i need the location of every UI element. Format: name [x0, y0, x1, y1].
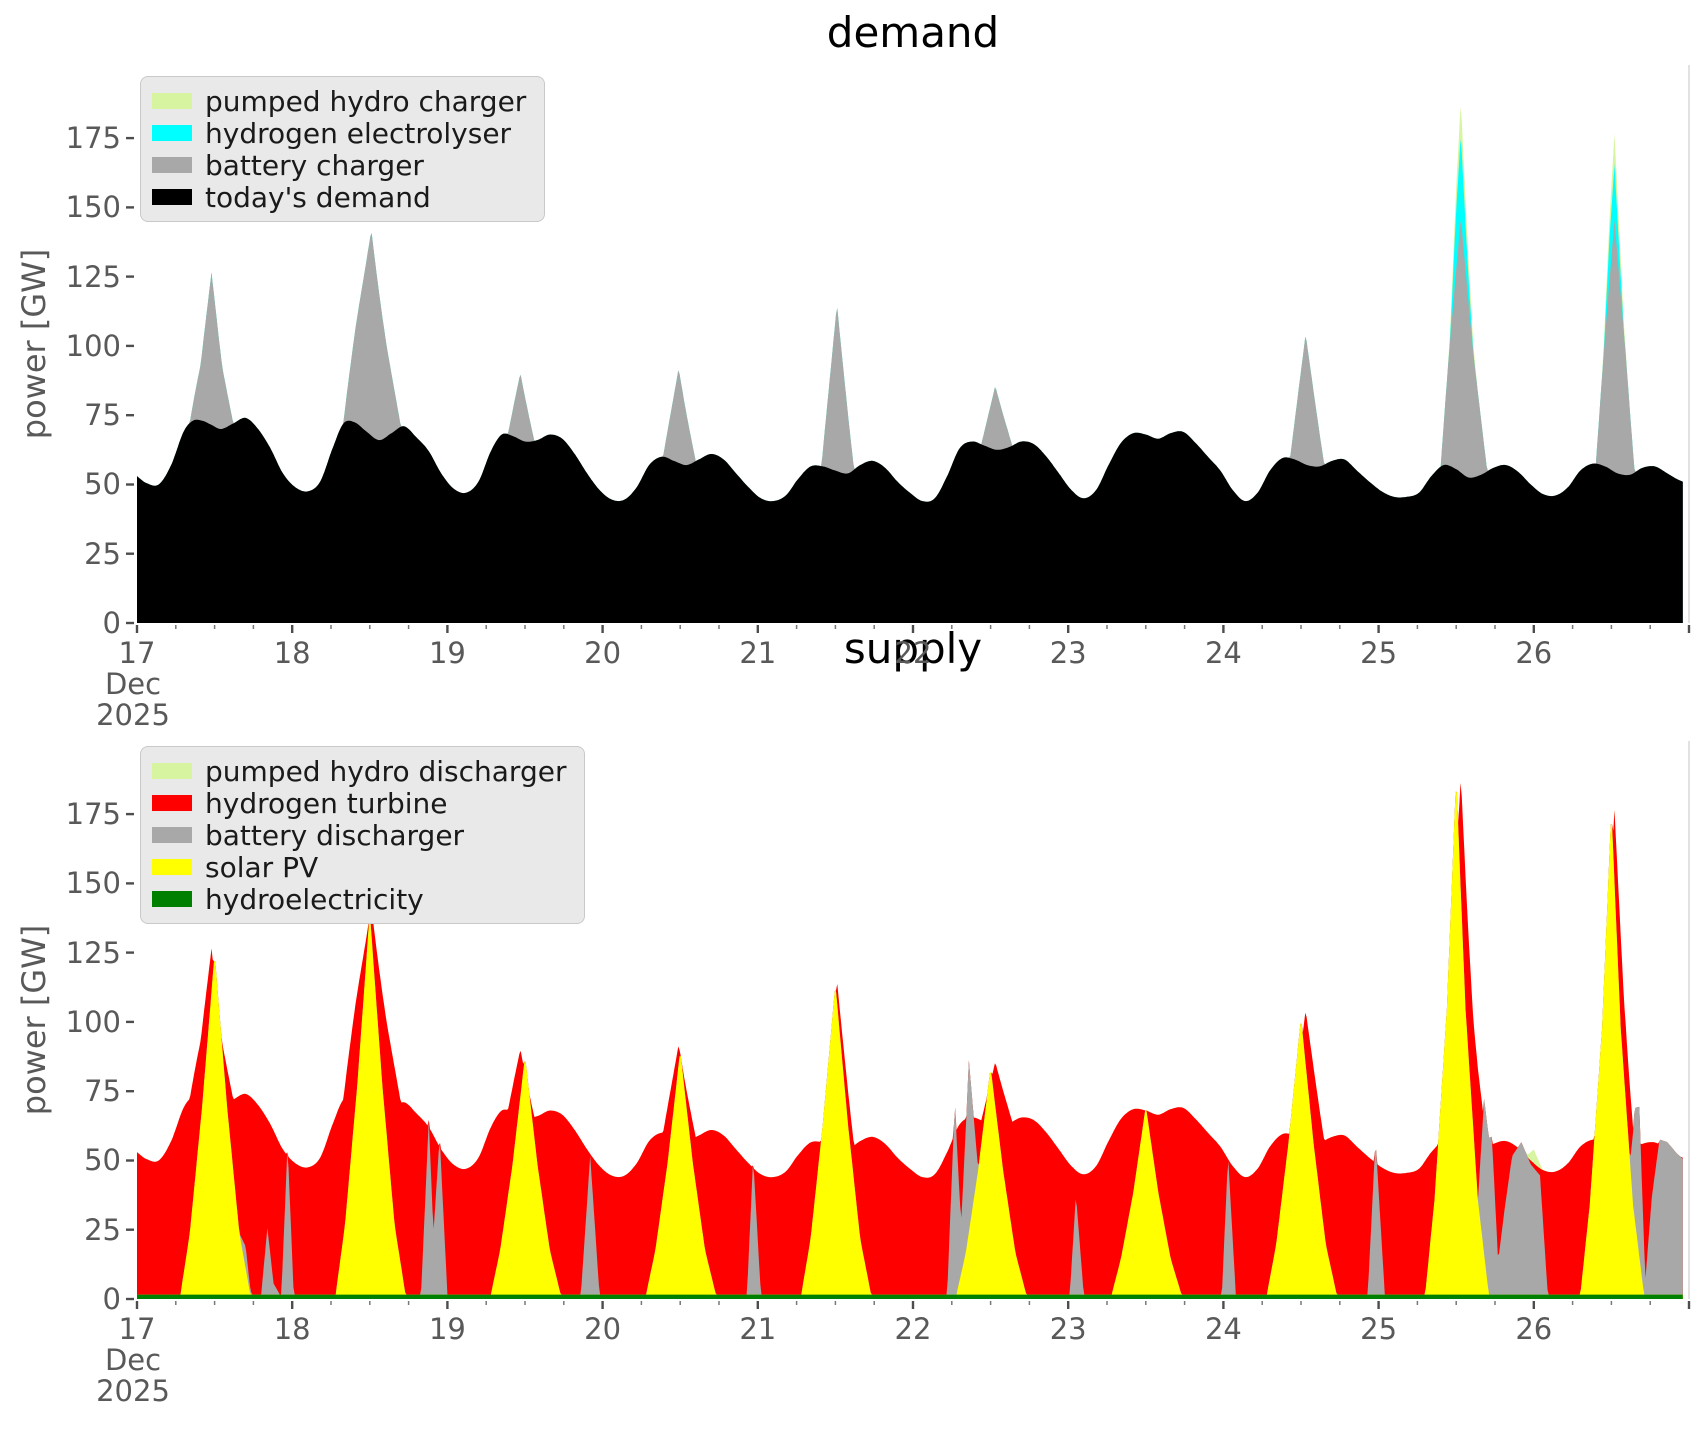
- demand-x-tick-label-25: 25: [1360, 636, 1398, 670]
- demand-legend: pumped hydro charger hydrogen electrolys…: [140, 76, 546, 222]
- supply-x-tick-label-20: 20: [584, 1312, 622, 1346]
- hydroelectricity-swatch-icon: [152, 891, 192, 907]
- demand-x-tick-label-18: 18: [273, 636, 311, 670]
- supply-x-tick-label-24: 24: [1204, 1312, 1242, 1346]
- legend-item-todays-demand: today's demand: [152, 180, 526, 214]
- legend-label: hydroelectricity: [205, 882, 424, 916]
- supply-series-hydroelectricity-area: [137, 1294, 1683, 1299]
- supply-y-tick-label-150: 150: [65, 866, 121, 901]
- demand-y-tick-label-75: 75: [84, 398, 121, 433]
- demand-y-tick-label-175: 175: [65, 121, 121, 156]
- demand-x-axis-year: 2025: [96, 698, 170, 732]
- supply-x-tick-label-19: 19: [428, 1312, 466, 1346]
- demand-x-tick-label-19: 19: [428, 636, 466, 670]
- legend-label: pumped hydro discharger: [205, 754, 567, 788]
- demand-x-tick-label-17: 17: [118, 636, 156, 670]
- supply-x-axis-year: 2025: [96, 1374, 170, 1408]
- supply-y-tick-label-0: 0: [102, 1282, 121, 1316]
- pumped-hydro-discharger-swatch-icon: [152, 763, 192, 779]
- supply-y-tick-label-50: 50: [84, 1143, 121, 1178]
- demand-y-tick-label-150: 150: [65, 190, 121, 225]
- supply-series-solar-pv-area: [137, 791, 1683, 1299]
- todays-demand-swatch-icon: [152, 189, 192, 205]
- legend-label: hydrogen electrolyser: [205, 116, 512, 150]
- supply-y-tick-label-25: 25: [84, 1212, 121, 1247]
- legend-label: pumped hydro charger: [205, 84, 527, 118]
- demand-y-tick-label-50: 50: [84, 467, 121, 502]
- supply-chart-title: supply: [843, 624, 983, 673]
- battery-discharger-swatch-icon: [152, 827, 192, 843]
- demand-y-tick-label-125: 125: [65, 259, 121, 294]
- supply-x-tick-label-25: 25: [1360, 1312, 1398, 1346]
- legend-item-battery-charger: battery charger: [152, 148, 526, 182]
- supply-x-tick-label-17: 17: [118, 1312, 156, 1346]
- demand-x-axis-month: Dec: [104, 667, 162, 701]
- hydrogen-turbine-swatch-icon: [152, 795, 192, 811]
- demand-chart-title: demand: [826, 8, 1000, 57]
- pumped-hydro-charger-swatch-icon: [152, 93, 192, 109]
- demand-x-tick-label-24: 24: [1204, 636, 1242, 670]
- demand-series-today-s-demand-area: [137, 417, 1683, 623]
- supply-x-tick-label-23: 23: [1049, 1312, 1087, 1346]
- supply-x-tick-label-18: 18: [273, 1312, 311, 1346]
- demand-x-tick-label-26: 26: [1515, 636, 1553, 670]
- legend-item-pumped-hydro-discharger: pumped hydro discharger: [152, 754, 567, 788]
- legend-item-hydrogen-turbine: hydrogen turbine: [152, 786, 566, 820]
- battery-charger-swatch-icon: [152, 157, 192, 173]
- demand-y-tick-label-0: 0: [102, 606, 121, 640]
- legend-item-battery-discharger: battery discharger: [152, 818, 566, 852]
- legend-item-solar-pv: solar PV: [152, 850, 566, 884]
- supply-legend: pumped hydro discharger hydrogen turbine…: [140, 746, 586, 924]
- solar-pv-swatch-icon: [152, 859, 192, 875]
- demand-x-tick-label-21: 21: [739, 636, 777, 670]
- legend-label: today's demand: [205, 180, 431, 214]
- hydrogen-electrolyser-swatch-icon: [152, 125, 192, 141]
- legend-label: solar PV: [205, 850, 319, 884]
- legend-label: battery charger: [205, 148, 424, 182]
- demand-x-tick-label-22: 22: [894, 636, 932, 670]
- supply-x-tick-label-22: 22: [894, 1312, 932, 1346]
- legend-item-hydrogen-electrolyser: hydrogen electrolyser: [152, 116, 526, 150]
- supply-y-tick-label-125: 125: [65, 935, 121, 970]
- supply-y-tick-label-175: 175: [65, 797, 121, 832]
- supply-x-tick-label-26: 26: [1515, 1312, 1553, 1346]
- supply-y-tick-label-100: 100: [65, 1004, 121, 1039]
- supply-y-tick-label-75: 75: [84, 1074, 121, 1109]
- legend-item-pumped-hydro-charger: pumped hydro charger: [152, 84, 527, 118]
- supply-x-axis-month: Dec: [104, 1343, 162, 1377]
- demand-y-tick-label-25: 25: [84, 536, 121, 571]
- demand-y-tick-label-100: 100: [65, 328, 121, 363]
- legend-label: battery discharger: [205, 818, 465, 852]
- demand-x-tick-label-20: 20: [584, 636, 622, 670]
- legend-item-hydroelectricity: hydroelectricity: [152, 882, 566, 916]
- legend-label: hydrogen turbine: [205, 786, 448, 820]
- supply-x-tick-label-21: 21: [739, 1312, 777, 1346]
- demand-x-tick-label-23: 23: [1049, 636, 1087, 670]
